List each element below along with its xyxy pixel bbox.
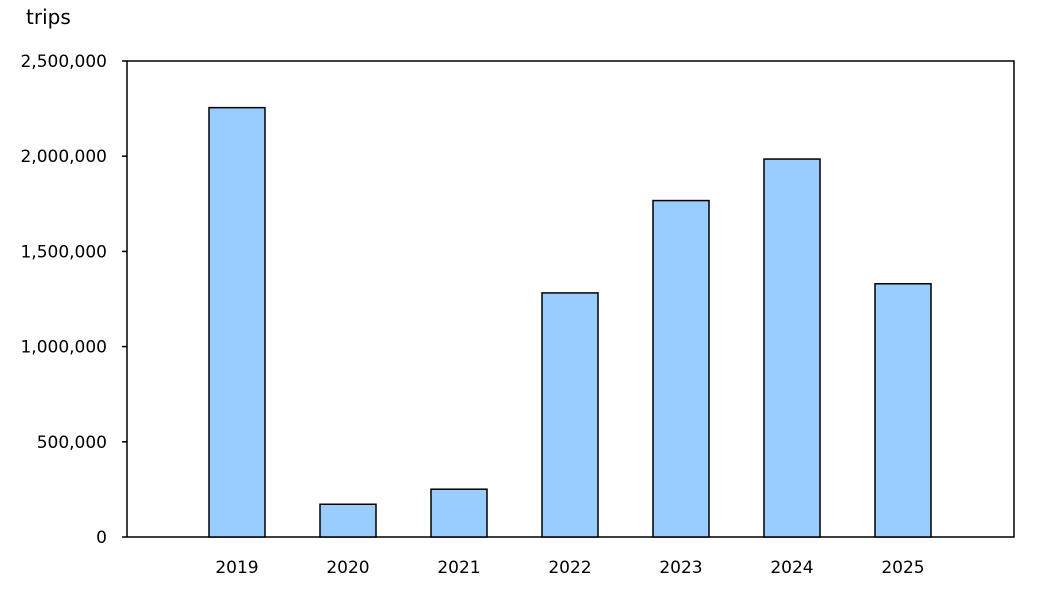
bar-2021 — [430, 488, 488, 538]
y-axis-unit-label: trips — [26, 5, 71, 29]
y-tick-label: 2,500,000 — [20, 52, 107, 72]
x-axis: 2019 2020 2021 2022 2023 2024 2025 — [215, 558, 924, 578]
bar-2023 — [652, 199, 710, 538]
bar-2024 — [763, 158, 821, 538]
x-tick-label: 2019 — [215, 558, 258, 578]
x-tick-label: 2025 — [881, 558, 924, 578]
x-tick-label: 2023 — [659, 558, 702, 578]
x-tick-label: 2020 — [326, 558, 369, 578]
x-tick-label: 2024 — [770, 558, 813, 578]
bar-2025 — [874, 283, 932, 538]
y-tick-label: 1,500,000 — [20, 242, 107, 262]
bar-2020 — [319, 503, 377, 538]
y-tick-label: 1,000,000 — [20, 338, 107, 358]
y-axis: 0 500,000 1,000,000 1,500,000 2,000,000 2,500… — [20, 52, 127, 548]
y-tick-label: 2,000,000 — [20, 147, 107, 167]
bar-2019 — [208, 106, 266, 538]
bar-series — [208, 106, 932, 538]
y-tick-label: 500,000 — [37, 433, 107, 453]
bar-2022 — [541, 292, 599, 538]
x-tick-label: 2021 — [437, 558, 480, 578]
x-tick-label: 2022 — [548, 558, 591, 578]
y-tick-label: 0 — [96, 528, 107, 548]
